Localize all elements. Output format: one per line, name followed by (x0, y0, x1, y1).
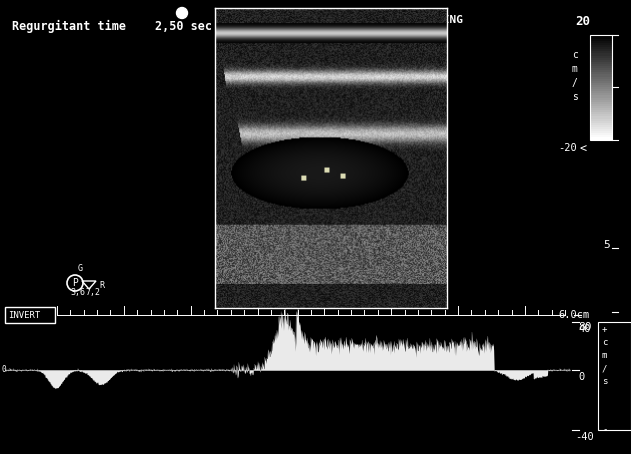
Bar (590, 106, 612, 109)
Text: G: G (78, 264, 83, 273)
Bar (590, 131, 612, 133)
Text: INVERT: INVERT (8, 311, 40, 320)
Bar (590, 116, 612, 119)
Bar (590, 70, 612, 73)
Bar (590, 49, 612, 52)
Bar (590, 54, 612, 56)
Bar (590, 68, 612, 71)
Bar (590, 35, 612, 37)
Bar (5, 307, 55, 323)
Bar (590, 43, 612, 45)
Text: <: < (580, 143, 587, 156)
Bar (590, 91, 612, 94)
Bar (590, 121, 612, 123)
Bar (590, 135, 612, 138)
Bar (590, 99, 612, 102)
Bar (590, 47, 612, 49)
Text: c: c (572, 50, 578, 60)
Bar (590, 66, 612, 69)
Text: 7,2: 7,2 (85, 288, 100, 297)
Text: 20: 20 (575, 15, 590, 28)
Circle shape (177, 8, 187, 19)
Text: 0: 0 (578, 372, 584, 382)
Bar (590, 118, 612, 121)
Text: 0: 0 (2, 365, 6, 375)
Text: Regurgitant time: Regurgitant time (12, 20, 126, 33)
Bar (590, 95, 612, 98)
Bar (590, 133, 612, 136)
Bar (590, 74, 612, 77)
Bar (590, 104, 612, 106)
Bar (590, 45, 612, 48)
Text: 5: 5 (603, 240, 610, 250)
Bar (590, 98, 612, 100)
Text: s: s (572, 92, 578, 102)
Text: c: c (602, 338, 608, 347)
Bar (590, 94, 612, 96)
Bar (590, 77, 612, 79)
Bar (590, 87, 612, 89)
Bar (590, 35, 612, 140)
Bar (590, 83, 612, 85)
Bar (590, 127, 612, 129)
Text: +: + (602, 325, 608, 334)
Bar (590, 79, 612, 81)
Text: 40: 40 (578, 324, 591, 334)
Bar (590, 108, 612, 111)
Bar (590, 110, 612, 113)
Text: s: s (602, 377, 608, 386)
Text: -: - (602, 425, 608, 434)
Text: /: / (602, 364, 608, 373)
Bar (590, 138, 612, 140)
Bar (590, 123, 612, 125)
Bar (590, 59, 612, 62)
Bar (590, 81, 612, 83)
Text: R: R (99, 281, 104, 291)
Bar (598, 322, 631, 430)
Bar (590, 51, 612, 54)
Text: 80: 80 (578, 322, 591, 332)
Text: -20: -20 (558, 143, 577, 153)
Bar (590, 129, 612, 132)
Bar (590, 112, 612, 115)
Text: 6.0cm: 6.0cm (558, 310, 589, 320)
Bar (590, 72, 612, 75)
Bar (590, 55, 612, 58)
Text: /: / (572, 78, 578, 88)
Bar (590, 41, 612, 44)
Text: P: P (72, 278, 78, 288)
Text: 2,50 sec: 2,50 sec (155, 20, 212, 33)
Bar (590, 37, 612, 39)
Bar (590, 102, 612, 104)
Text: 3,6: 3,6 (70, 288, 85, 297)
Bar (590, 64, 612, 66)
Bar (590, 114, 612, 117)
Text: m: m (602, 351, 608, 360)
Bar (590, 85, 612, 88)
Bar (590, 58, 612, 60)
Bar (590, 62, 612, 64)
Bar (590, 39, 612, 41)
Bar (590, 89, 612, 92)
Bar (590, 125, 612, 128)
Text: POP SIN STANDING: POP SIN STANDING (355, 15, 463, 25)
Text: -40: -40 (575, 432, 594, 442)
Text: m: m (572, 64, 578, 74)
